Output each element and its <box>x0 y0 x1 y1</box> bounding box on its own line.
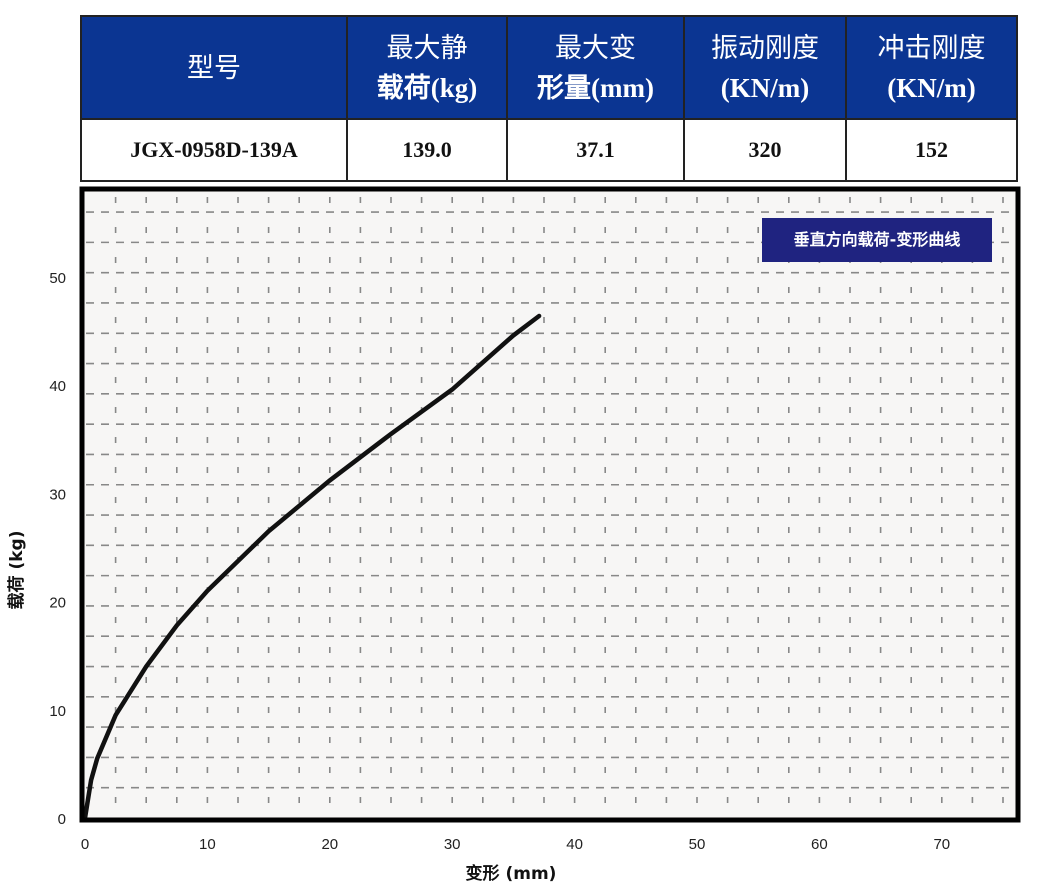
header-vibration-stiffness: 振动刚度 (KN/m) <box>683 15 847 120</box>
header-model: 型号 <box>80 15 348 120</box>
x-tick-label: 10 <box>199 836 216 853</box>
y-axis-label: 载荷 (kg) <box>6 531 27 610</box>
y-tick-label: 0 <box>58 811 66 828</box>
plot-background <box>83 190 1017 820</box>
x-tick-label: 20 <box>321 836 338 853</box>
spec-table: 型号 最大静 载荷(kg) 最大变 形量(mm) 振动刚度 (KN/m) 冲击刚度 (K… <box>80 15 1018 182</box>
x-tick-label: 60 <box>811 836 828 853</box>
cell-shock-stiffness: 152 <box>845 118 1018 182</box>
table-header-row: 型号 最大静 载荷(kg) 最大变 形量(mm) 振动刚度 (KN/m) 冲击刚度 (K… <box>80 15 1018 120</box>
grid <box>86 193 1015 817</box>
x-tick-label: 40 <box>566 836 583 853</box>
y-tick-label: 50 <box>49 270 66 287</box>
y-tick-label: 30 <box>49 486 66 503</box>
x-axis-label: 变形 (mm) <box>466 863 557 884</box>
table-row: JGX-0958D-139A 139.0 37.1 320 152 <box>80 118 1018 182</box>
x-tick-label: 50 <box>689 836 706 853</box>
y-tick-label: 40 <box>49 378 66 395</box>
y-tick-label: 20 <box>49 595 66 612</box>
load-deformation-chart: 0 10 20 30 40 50 60 70 0 10 20 30 40 50 变形 (mm) 载荷 (… <box>6 186 1021 884</box>
plot-frame <box>79 186 1021 823</box>
x-tick-label: 0 <box>81 836 89 853</box>
y-tick-label: 10 <box>49 703 66 720</box>
cell-max-static-load: 139.0 <box>346 118 508 182</box>
header-max-static-load: 最大静 载荷(kg) <box>346 15 508 120</box>
y-axis-ticks: 0 10 20 30 40 50 <box>49 270 66 828</box>
cell-max-deformation: 37.1 <box>506 118 685 182</box>
x-axis-ticks: 0 10 20 30 40 50 60 70 <box>81 836 950 853</box>
header-max-deformation: 最大变 形量(mm) <box>506 15 685 120</box>
series-line <box>82 313 542 821</box>
x-tick-label: 70 <box>933 836 950 853</box>
cell-model: JGX-0958D-139A <box>80 118 348 182</box>
header-shock-stiffness: 冲击刚度 (KN/m) <box>845 15 1018 120</box>
x-tick-label: 30 <box>444 836 461 853</box>
chart-title-legend: 垂直方向载荷-变形曲线 <box>762 218 992 262</box>
cell-vibration-stiffness: 320 <box>683 118 847 182</box>
